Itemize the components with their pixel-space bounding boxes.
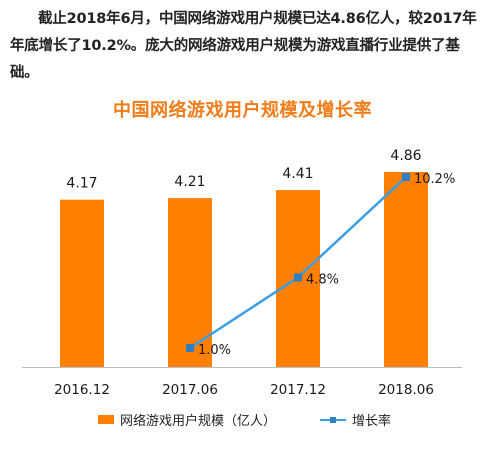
- bar-value-label: 4.86: [390, 148, 421, 164]
- x-tick-label: 2017.06: [162, 382, 218, 398]
- bar-2018.06: [384, 172, 428, 367]
- chart-title: 中国网络游戏用户规模及增长率: [113, 100, 372, 121]
- x-tick-label: 2016.12: [54, 382, 110, 398]
- growth-rate-label: 1.0%: [198, 343, 231, 358]
- bar-value-label: 4.21: [174, 174, 205, 190]
- legend-bar-swatch: [98, 415, 114, 424]
- chart-legend: 网络游戏用户规模（亿人） 增长率: [0, 410, 485, 430]
- legend-line-swatch: [320, 415, 346, 425]
- growth-rate-label: 10.2%: [414, 172, 455, 187]
- bar-value-label: 4.17: [66, 176, 97, 192]
- growth-rate-label: 4.8%: [306, 272, 339, 287]
- x-tick-label: 2017.12: [270, 382, 326, 398]
- x-tick-label: 2018.06: [378, 382, 434, 398]
- bar-2017.06: [168, 198, 212, 367]
- growth-rate-point: [186, 344, 194, 352]
- legend-item-bar: 网络游戏用户规模（亿人）: [98, 410, 276, 429]
- intro-paragraph: 截止2018年6月，中国网络游戏用户规模已达4.86亿人，较2017年年底增长了…: [10, 11, 477, 81]
- legend-line-label: 增长率: [352, 414, 392, 429]
- growth-rate-point: [402, 173, 410, 181]
- legend-item-line: 增长率: [320, 410, 391, 429]
- bar-value-label: 4.41: [282, 166, 313, 182]
- bar-2016.12: [60, 199, 104, 367]
- growth-rate-point: [294, 273, 302, 282]
- legend-bar-label: 网络游戏用户规模（亿人）: [120, 414, 277, 429]
